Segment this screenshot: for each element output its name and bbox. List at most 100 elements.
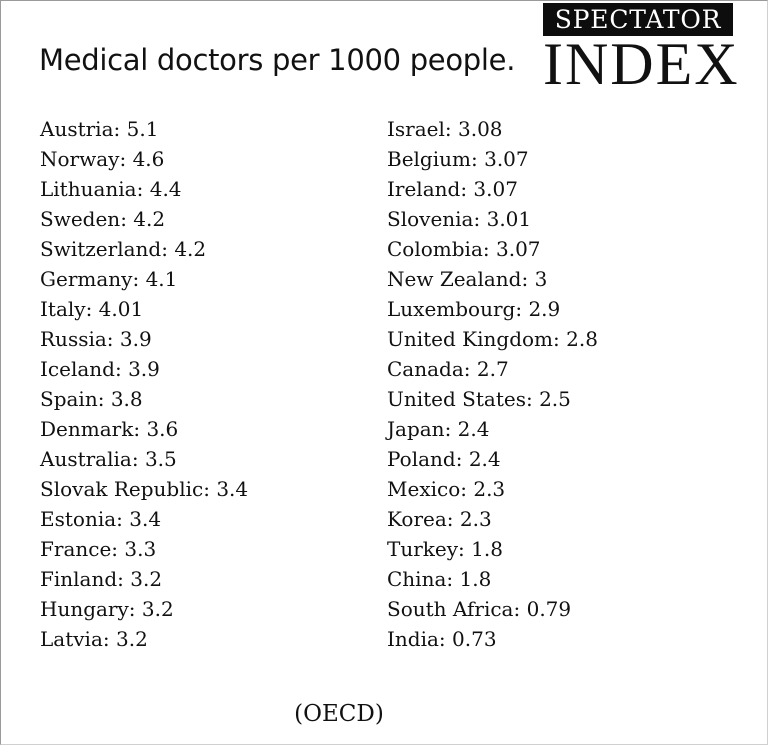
separator: : xyxy=(85,297,99,321)
doctor-rate-value: 3.6 xyxy=(146,417,179,441)
country-name: Latvia xyxy=(40,627,103,651)
country-name: Lithuania xyxy=(40,177,137,201)
page-title: Medical doctors per 1000 people. xyxy=(39,43,516,77)
doctor-rate-value: 2.4 xyxy=(457,417,490,441)
doctor-rate-value: 3.2 xyxy=(141,597,174,621)
country-row: China: 1.8 xyxy=(387,564,598,594)
right-country-list: Israel: 3.08 Belgium: 3.07 Ireland: 3.07 Sl… xyxy=(387,114,598,654)
doctor-rate-value: 2.3 xyxy=(459,507,492,531)
country-name: Finland xyxy=(40,567,118,591)
country-row: Slovenia: 3.01 xyxy=(387,204,598,234)
separator: : xyxy=(446,567,460,591)
separator: : xyxy=(117,567,131,591)
doctor-rate-value: 3.9 xyxy=(119,327,152,351)
country-row: Norway: 4.6 xyxy=(40,144,248,174)
doctor-rate-value: 3.07 xyxy=(484,147,529,171)
separator: : xyxy=(515,297,529,321)
separator: : xyxy=(553,327,567,351)
country-name: Israel xyxy=(387,117,445,141)
country-name: Poland xyxy=(387,447,456,471)
country-name: Estonia xyxy=(40,507,117,531)
doctor-rate-value: 1.8 xyxy=(459,567,492,591)
country-row: Russia: 3.9 xyxy=(40,324,248,354)
separator: : xyxy=(97,387,111,411)
country-name: Mexico xyxy=(387,477,461,501)
country-name: Turkey xyxy=(387,537,459,561)
country-name: Korea xyxy=(387,507,447,531)
country-name: Colombia xyxy=(387,237,483,261)
country-name: Norway xyxy=(40,147,120,171)
separator: : xyxy=(463,357,477,381)
country-name: Luxembourg xyxy=(387,297,516,321)
separator: : xyxy=(473,207,487,231)
spectator-index-logo: SPECTATOR INDEX xyxy=(543,3,740,97)
country-name: Japan xyxy=(387,417,445,441)
doctor-rate-value: 3.07 xyxy=(473,177,518,201)
separator: : xyxy=(113,117,127,141)
doctor-rate-value: 0.73 xyxy=(452,627,497,651)
country-name: Slovenia xyxy=(387,207,474,231)
country-row: Slovak Republic: 3.4 xyxy=(40,474,248,504)
doctor-rate-value: 3.4 xyxy=(129,507,162,531)
doctor-rate-value: 3.2 xyxy=(115,627,148,651)
country-row: Hungary: 3.2 xyxy=(40,594,248,624)
country-row: United Kingdom: 2.8 xyxy=(387,324,598,354)
country-name: Canada xyxy=(387,357,464,381)
country-name: United States xyxy=(387,387,526,411)
separator: : xyxy=(458,537,472,561)
doctor-rate-value: 3.8 xyxy=(110,387,143,411)
separator: : xyxy=(136,177,150,201)
country-row: Sweden: 4.2 xyxy=(40,204,248,234)
doctor-rate-value: 3.01 xyxy=(486,207,532,231)
separator: : xyxy=(446,507,460,531)
country-row: Latvia: 3.2 xyxy=(40,624,248,654)
country-row: Ireland: 3.07 xyxy=(387,174,598,204)
separator: : xyxy=(470,147,485,171)
doctor-rate-value: 2.4 xyxy=(468,447,501,471)
country-row: Lithuania: 4.4 xyxy=(40,174,248,204)
country-name: Ireland xyxy=(387,177,461,201)
separator: : xyxy=(106,327,120,351)
separator: : xyxy=(203,477,217,501)
country-row: Korea: 2.3 xyxy=(387,504,598,534)
doctor-rate-value: 5.1 xyxy=(126,117,159,141)
separator: : xyxy=(444,417,458,441)
country-row: Finland: 3.2 xyxy=(40,564,248,594)
doctor-rate-value: 0.79 xyxy=(526,597,572,621)
doctor-rate-value: 3.07 xyxy=(495,237,541,261)
country-name: Australia xyxy=(40,447,132,471)
country-row: Luxembourg: 2.9 xyxy=(387,294,598,324)
country-name: France xyxy=(40,537,112,561)
doctor-rate-value: 2.8 xyxy=(566,327,598,351)
doctor-rate-value: 3.3 xyxy=(124,537,157,561)
separator: : xyxy=(132,267,146,291)
logo-index-text: INDEX xyxy=(543,31,740,97)
country-name: Sweden xyxy=(40,207,121,231)
doctor-rate-value: 4.2 xyxy=(133,207,166,231)
doctor-rate-value: 3 xyxy=(534,267,548,291)
doctor-rate-value: 4.01 xyxy=(98,297,144,321)
separator: : xyxy=(444,117,458,141)
logo-spectator-text: SPECTATOR xyxy=(543,3,733,36)
separator: : xyxy=(482,237,496,261)
separator: : xyxy=(460,477,474,501)
left-country-list: Austria: 5.1 Norway: 4.6 Lithuania: 4.4 Swe… xyxy=(40,114,248,654)
country-row: Poland: 2.4 xyxy=(387,444,598,474)
separator: : xyxy=(161,237,175,261)
doctor-rate-value: 2.3 xyxy=(473,477,506,501)
source-note: (OECD) xyxy=(294,701,384,727)
separator: : xyxy=(102,627,116,651)
country-row: Estonia: 3.4 xyxy=(40,504,248,534)
separator: : xyxy=(111,537,125,561)
country-name: Denmark xyxy=(40,417,134,441)
country-row: Iceland: 3.9 xyxy=(40,354,248,384)
country-name: Slovak Republic xyxy=(40,477,204,501)
country-row: Australia: 3.5 xyxy=(40,444,248,474)
country-row: Colombia: 3.07 xyxy=(387,234,598,264)
country-name: Belgium xyxy=(387,147,471,171)
country-row: South Africa: 0.79 xyxy=(387,594,598,624)
country-name: India xyxy=(387,627,439,651)
country-name: New Zealand xyxy=(387,267,522,291)
separator: : xyxy=(455,447,469,471)
doctor-rate-value: 3.5 xyxy=(144,447,177,471)
